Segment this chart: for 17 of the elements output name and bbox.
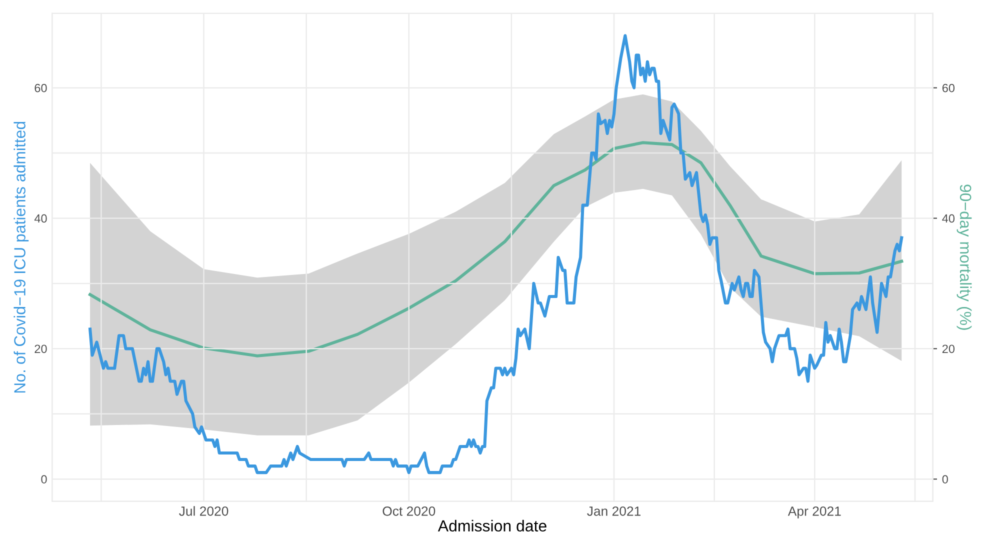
y-tick-label: 60 bbox=[34, 84, 47, 92]
y2-tick-label: 0 bbox=[942, 475, 948, 484]
y-tick-label: 40 bbox=[34, 214, 47, 223]
x-tick-label: Oct 2020 bbox=[382, 506, 436, 516]
x-tick-label: Apr 2021 bbox=[788, 506, 841, 518]
y-tick-label: 0 bbox=[41, 475, 47, 484]
y2-tick-label: 40 bbox=[942, 214, 955, 223]
y-axis-title: No. of Covid−19 ICU patients admitted bbox=[14, 122, 29, 393]
y2-tick-label: 60 bbox=[942, 84, 955, 92]
y2-axis-title: 90−day mortality (%) bbox=[956, 184, 972, 330]
line-series bbox=[88, 34, 904, 474]
y2-tick-label: 20 bbox=[942, 344, 955, 354]
y-tick-label: 20 bbox=[34, 344, 47, 354]
x-tick-label: Jul 2020 bbox=[179, 506, 228, 516]
x-axis-title: Admission date bbox=[438, 520, 546, 532]
x-tick-label: Jan 2021 bbox=[587, 506, 641, 516]
line-series bbox=[88, 141, 904, 358]
